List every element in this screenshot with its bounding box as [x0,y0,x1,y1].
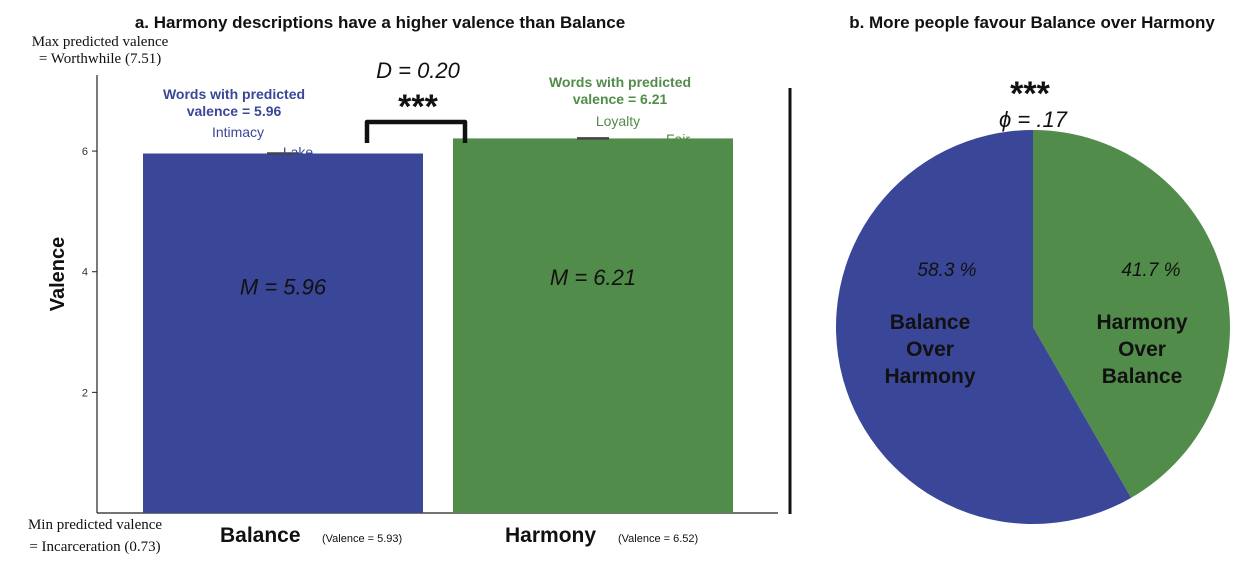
bars: M = 5.96 M = 6.21 [143,137,733,513]
pie-label-harmony: Balance [1102,365,1183,388]
y-tick-label: 2 [82,387,88,399]
y-axis-label: Valence [47,237,69,312]
significance-stars-a: *** [398,88,438,126]
y-tick-label: 4 [82,267,88,279]
balance-word-museum: Museum [185,154,239,170]
pie-percent-harmony: 41.7 % [1121,260,1180,281]
effect-size-phi: ϕ = .17 [999,107,1068,132]
bar-chart-title: a. Harmony descriptions have a higher va… [135,13,625,32]
x-tick-note-balance: (Valence = 5.93) [322,533,402,545]
bar-chart-panel: a. Harmony descriptions have a higher va… [28,13,778,555]
harmony-words-heading-line2: valence = 6.21 [573,91,668,107]
bar-balance [143,153,423,513]
harmony-word-group: Words with predicted valence = 6.21 Loya… [549,74,691,157]
max-valence-note-line2: = Worthwhile (7.51) [39,51,161,67]
harmony-word-fair: Fair [666,131,690,147]
pie-label-balance: Balance [890,311,971,334]
x-tick-label-balance: Balance [220,524,301,547]
min-valence-note-line2: = Incarceration (0.73) [29,539,160,555]
x-category-balance: Balance (Valence = 5.93) [220,524,402,547]
significance-stars-b: *** [1010,75,1050,113]
balance-word-intimacy: Intimacy [212,124,264,140]
pie-slice-balance [835,130,1132,524]
pie-label-harmony: Harmony [1096,311,1187,334]
y-axis-ticks: 2 4 6 [82,146,97,399]
pie-label-harmony: Over [1118,338,1166,361]
significance-bracket [364,119,468,143]
bar-mean-label-balance: M = 5.96 [240,275,327,300]
harmony-word-loyalty: Loyalty [596,113,640,129]
y-tick-label: 6 [82,146,88,158]
bar-harmony [453,138,733,513]
x-tick-label-harmony: Harmony [505,524,596,547]
pie-chart-title: b. More people favour Balance over Harmo… [849,13,1215,32]
balance-words-heading-line1: Words with predicted [163,86,305,102]
balance-word-group: Words with predicted valence = 5.96 Inti… [163,86,313,170]
pie-chart-panel: b. More people favour Balance over Harmo… [835,13,1230,524]
balance-word-lake: Lake [283,144,314,160]
bar-mean-label-harmony: M = 6.21 [550,265,636,290]
harmony-words-heading-line1: Words with predicted [549,74,691,90]
pie-label-balance: Over [906,338,954,361]
balance-words-heading-line2: valence = 5.96 [187,103,282,119]
harmony-word-strawberry: Strawberry [571,141,639,157]
pie-slice-harmony [1033,130,1230,498]
effect-size-d: D = 0.20 [376,58,461,83]
x-tick-note-harmony: (Valence = 6.52) [618,533,698,545]
pie-label-balance: Harmony [884,365,975,388]
pie-percent-balance: 58.3 % [917,260,976,281]
min-valence-note-line1: Min predicted valence [28,517,162,533]
pie: 58.3 % Balance Over Harmony 41.7 % Harmony Ove… [835,130,1230,524]
x-category-harmony: Harmony (Valence = 6.52) [505,524,698,547]
max-valence-note-line1: Max predicted valence [32,34,169,50]
